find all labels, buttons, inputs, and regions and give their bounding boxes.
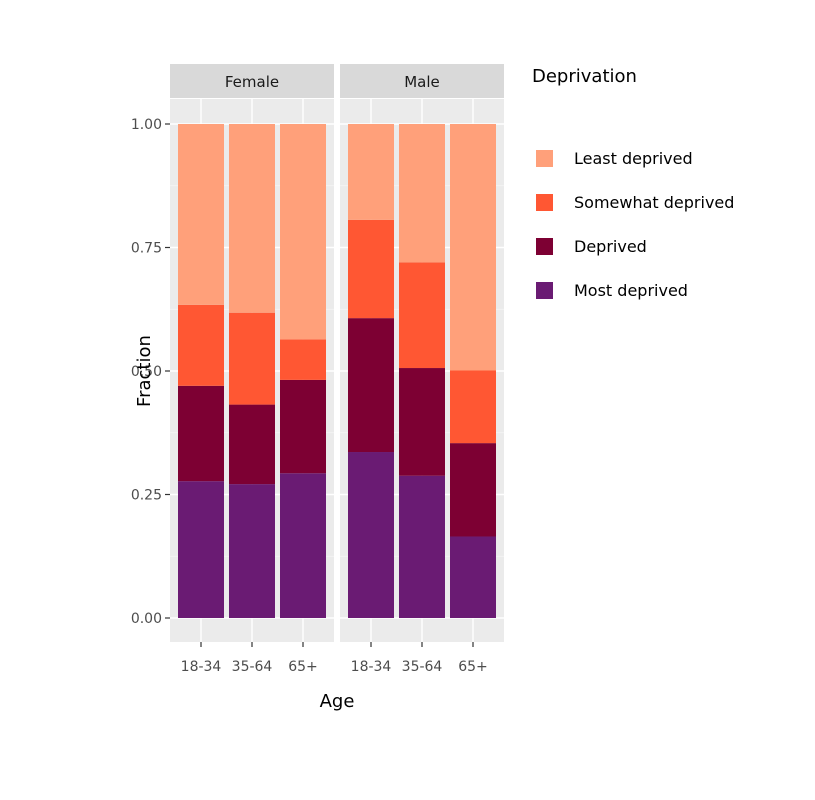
y-tick-label: 0.25: [131, 488, 162, 504]
legend-title: Deprivation: [532, 66, 637, 87]
facet-label: Male: [404, 73, 440, 91]
legend-swatch: [536, 194, 553, 211]
facet-strip: [170, 64, 334, 98]
bar-segment: [399, 368, 445, 476]
legend-label: Least deprived: [574, 149, 693, 168]
legend-label: Most deprived: [574, 281, 688, 300]
bar-segment: [399, 124, 445, 263]
bar-segment: [280, 473, 326, 618]
bar-segment: [229, 312, 275, 405]
y-tick-label: 1.00: [131, 117, 162, 133]
legend-swatch: [536, 150, 553, 167]
bar-segment: [450, 370, 496, 444]
y-axis-title: Fraction: [134, 335, 155, 407]
bar-segment: [399, 475, 445, 618]
legend-label: Deprived: [574, 237, 647, 256]
bar-segment: [280, 339, 326, 380]
bar-segment: [348, 452, 394, 618]
legend-label: Somewhat deprived: [574, 193, 734, 212]
bar-segment: [348, 124, 394, 220]
bar-segment: [229, 124, 275, 313]
y-tick-label: 0.00: [131, 611, 162, 627]
bar-segment: [450, 536, 496, 618]
bar-segment: [178, 124, 224, 305]
x-axis-title: Age: [320, 691, 355, 712]
legend-swatch: [536, 238, 553, 255]
bar-segment: [450, 443, 496, 537]
bar-segment: [348, 318, 394, 453]
bar-segment: [450, 124, 496, 371]
bar-segment: [348, 219, 394, 319]
bar-segment: [229, 484, 275, 618]
x-tick-label: 65+: [288, 659, 318, 675]
legend-swatch: [536, 282, 553, 299]
bar-segment: [280, 124, 326, 340]
bar-segment: [178, 304, 224, 386]
x-tick-label: 18-34: [181, 659, 222, 675]
facet-strip: [340, 64, 504, 98]
x-tick-label: 35-64: [402, 659, 443, 675]
y-tick-label: 0.75: [131, 241, 162, 257]
bar-segment: [399, 262, 445, 369]
bar-segment: [178, 481, 224, 618]
x-tick-label: 35-64: [232, 659, 273, 675]
x-tick-label: 65+: [458, 659, 488, 675]
bar-segment: [229, 404, 275, 485]
bar-segment: [178, 385, 224, 482]
x-tick-label: 18-34: [351, 659, 392, 675]
bar-segment: [280, 379, 326, 474]
facet-label: Female: [225, 73, 279, 91]
y-tick-label: 0.50: [131, 364, 162, 380]
